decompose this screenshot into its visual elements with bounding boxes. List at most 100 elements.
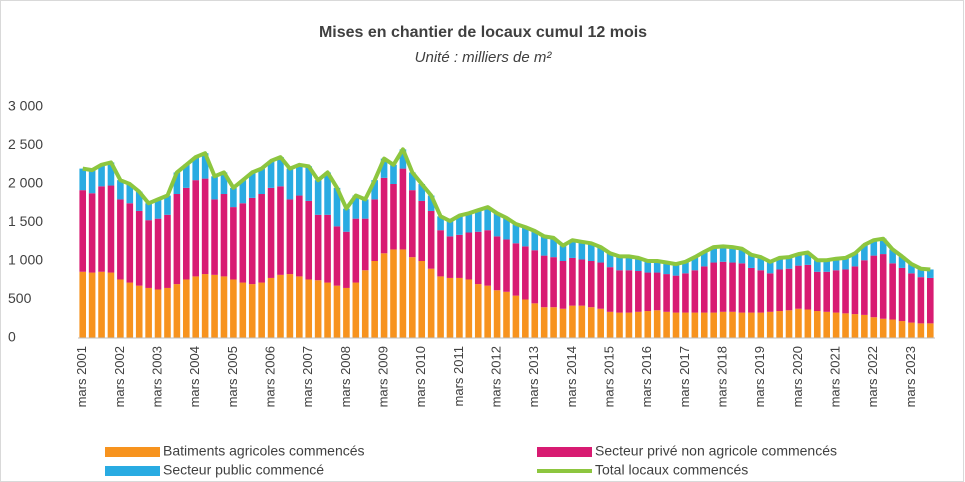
x-tick-label: mars 2018 bbox=[715, 346, 730, 407]
bar-segment bbox=[738, 312, 746, 338]
bar-segment bbox=[343, 287, 350, 338]
bar-segment bbox=[220, 194, 228, 277]
bar-segment bbox=[230, 279, 237, 338]
bar-segment bbox=[192, 180, 200, 277]
bar-segment bbox=[691, 312, 699, 338]
bar-segment bbox=[371, 180, 378, 200]
bar-segment bbox=[390, 164, 397, 184]
bar-segment bbox=[493, 236, 501, 291]
bar-segment bbox=[832, 270, 840, 313]
bar-segment bbox=[324, 214, 331, 283]
bar-segment bbox=[239, 180, 247, 204]
bar-segment bbox=[446, 220, 454, 237]
bar-segment bbox=[729, 247, 736, 263]
bar-segment bbox=[267, 160, 275, 188]
legend-label: Secteur privé non agricole commencés bbox=[595, 443, 837, 459]
bar-segment bbox=[305, 279, 313, 338]
bar-segment bbox=[926, 269, 934, 278]
y-tick-label: 1 000 bbox=[8, 252, 43, 268]
total-line bbox=[82, 147, 931, 272]
bar-segment bbox=[851, 253, 859, 267]
bar-segment bbox=[409, 190, 416, 258]
bar-segment bbox=[898, 256, 906, 268]
bar-segment bbox=[126, 282, 134, 338]
legend-swatch bbox=[105, 447, 160, 457]
bar-segment bbox=[842, 313, 849, 338]
bar-segment bbox=[700, 312, 708, 338]
bar-segment bbox=[343, 231, 350, 288]
bar-segment bbox=[220, 276, 228, 338]
bar-segment bbox=[672, 275, 680, 313]
bar-segment bbox=[917, 277, 925, 324]
bar-segment bbox=[729, 262, 736, 312]
bar-segment bbox=[823, 260, 830, 272]
bar-segment bbox=[625, 270, 633, 313]
bar-segment bbox=[587, 261, 595, 308]
bar-segment bbox=[107, 185, 115, 273]
bar-segment bbox=[154, 199, 162, 219]
bar-segment bbox=[484, 285, 491, 338]
bar-segment bbox=[380, 158, 388, 178]
bar-segment bbox=[427, 268, 435, 338]
bar-segment bbox=[616, 270, 623, 313]
bar-segment bbox=[691, 270, 699, 313]
bar-segment bbox=[559, 245, 567, 261]
bar-segment bbox=[239, 282, 247, 338]
bar-segment bbox=[465, 279, 473, 338]
bar-segment bbox=[748, 312, 755, 338]
bar-segment bbox=[926, 277, 934, 324]
bar-segment bbox=[682, 273, 689, 313]
bar-segment bbox=[917, 323, 925, 338]
bar-segment bbox=[597, 262, 604, 309]
bar-segment bbox=[220, 172, 228, 195]
bar-segment bbox=[635, 271, 642, 312]
x-tick-label: mars 2005 bbox=[225, 346, 240, 407]
bar-segment bbox=[682, 312, 689, 338]
bar-segment bbox=[616, 312, 623, 338]
bar-segment bbox=[663, 274, 670, 312]
bar-segment bbox=[785, 257, 793, 269]
bar-segment bbox=[192, 276, 200, 338]
bar-segment bbox=[804, 252, 812, 265]
bar-segment bbox=[173, 194, 181, 285]
bar-segment bbox=[898, 267, 906, 322]
bar-segment bbox=[531, 230, 539, 251]
bar-segment bbox=[653, 261, 661, 273]
bar-segment bbox=[672, 312, 680, 338]
bar-segment bbox=[748, 254, 755, 268]
y-tick-label: 1 500 bbox=[8, 213, 43, 229]
bar-segment bbox=[267, 187, 275, 278]
bar-segment bbox=[474, 284, 482, 338]
bar-segment bbox=[248, 284, 256, 338]
bar-segment bbox=[399, 149, 407, 169]
bar-segment bbox=[597, 308, 604, 338]
x-tick-label: mars 2007 bbox=[300, 346, 315, 407]
x-tick-label: mars 2022 bbox=[865, 346, 880, 407]
bar-segment bbox=[587, 307, 595, 338]
bar-segment bbox=[710, 247, 717, 263]
bar-segment bbox=[164, 287, 171, 338]
bar-segment bbox=[107, 162, 115, 186]
bar-segment bbox=[606, 267, 614, 312]
bar-segment bbox=[578, 241, 586, 260]
bar-segment bbox=[474, 210, 482, 232]
bar-segment bbox=[512, 224, 520, 244]
bar-segment bbox=[785, 268, 793, 311]
legend-swatch bbox=[105, 466, 160, 476]
bar-segment bbox=[832, 258, 840, 271]
bar-segment bbox=[813, 271, 821, 312]
bar-segment bbox=[719, 246, 727, 262]
bar-segment bbox=[343, 208, 350, 232]
bar-segment bbox=[258, 168, 265, 195]
bar-segment bbox=[211, 199, 218, 275]
bar-segment bbox=[766, 261, 774, 274]
bar-segment bbox=[569, 257, 576, 306]
bar-segment bbox=[804, 309, 812, 338]
bar-segment bbox=[173, 172, 181, 195]
bar-segment bbox=[399, 249, 407, 338]
bar-segment bbox=[117, 279, 124, 338]
bar-segment bbox=[361, 270, 369, 338]
x-tick-label: mars 2010 bbox=[413, 346, 428, 407]
x-tick-label: mars 2017 bbox=[677, 346, 692, 407]
bar-segment bbox=[324, 172, 331, 215]
